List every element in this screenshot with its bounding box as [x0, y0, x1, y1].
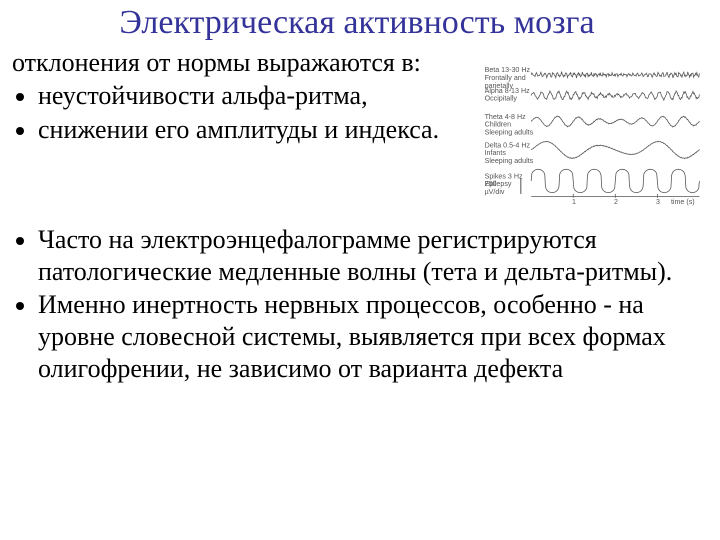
eeg-waveform — [531, 91, 699, 100]
list-item: снижении его амплитуды и индекса. — [38, 114, 478, 146]
svg-text:2: 2 — [614, 198, 618, 206]
slide: Электрическая активность мозга отклонени… — [0, 0, 720, 540]
text-column: отклонения от нормы выражаются в: неусто… — [12, 48, 478, 147]
content-row: отклонения от нормы выражаются в: неусто… — [12, 48, 702, 224]
intro-text: отклонения от нормы выражаются в: — [12, 48, 478, 78]
list-item: Именно инертность нервных процессов, осо… — [38, 289, 702, 384]
eeg-label: Occipitally — [485, 95, 518, 103]
list-item: Часто на электроэнцефалограмме регистрир… — [38, 224, 702, 287]
svg-text:µV/div: µV/div — [485, 188, 505, 196]
bullet-list: неустойчивости альфа-ритма, снижении его… — [12, 80, 478, 145]
bullet-list-wide: Часто на электроэнцефалограмме регистрир… — [12, 224, 702, 385]
eeg-waveform — [531, 72, 699, 78]
eeg-waveform — [531, 169, 699, 192]
eeg-svg: Beta 13-30 HzFrontally andparietallyAlph… — [482, 46, 702, 224]
eeg-waveform — [531, 116, 699, 127]
svg-text:3: 3 — [656, 198, 660, 206]
svg-text:time (s): time (s) — [671, 198, 695, 206]
eeg-chart: Beta 13-30 HzFrontally andparietallyAlph… — [482, 46, 702, 224]
eeg-label: Sleeping adults — [485, 157, 534, 165]
list-item: неустойчивости альфа-ритма, — [38, 80, 478, 112]
eeg-waveform — [531, 141, 699, 158]
slide-title: Электрическая активность мозга — [12, 4, 702, 42]
eeg-label: Sleeping adults — [485, 128, 534, 136]
svg-text:1: 1 — [572, 198, 576, 206]
